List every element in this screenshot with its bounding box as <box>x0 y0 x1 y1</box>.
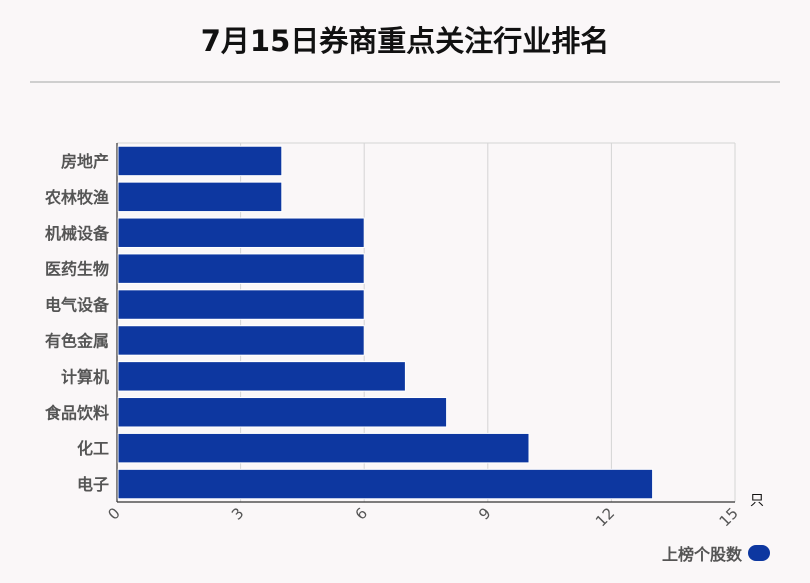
legend-label: 上榜个股数 <box>661 545 742 564</box>
x-tick-label: 12 <box>592 504 618 530</box>
title-divider <box>30 81 780 83</box>
bar[interactable] <box>117 253 365 284</box>
x-tick-label: 9 <box>475 504 494 523</box>
bar[interactable] <box>117 361 406 392</box>
category-label: 电子 <box>77 475 109 494</box>
legend[interactable]: 上榜个股数 <box>662 541 770 565</box>
bar[interactable] <box>117 217 365 248</box>
x-tick-label: 15 <box>716 504 742 530</box>
category-label: 化工 <box>77 439 109 458</box>
bar[interactable] <box>117 432 530 464</box>
category-label: 医药生物 <box>45 260 109 279</box>
bar[interactable] <box>117 468 654 500</box>
x-tick-label: 0 <box>104 504 123 523</box>
category-label: 电气设备 <box>45 296 110 315</box>
chart-title: 7月15日券商重点关注行业排名 <box>200 24 610 58</box>
x-tick-labels: 0 3 6 9 12 15 <box>104 504 741 530</box>
bar[interactable] <box>117 181 283 213</box>
bar[interactable] <box>117 397 448 428</box>
category-label: 计算机 <box>61 367 109 386</box>
bar[interactable] <box>117 145 283 177</box>
x-tick-label: 6 <box>352 504 371 523</box>
category-label: 房地产 <box>61 152 109 171</box>
bars <box>117 145 654 500</box>
category-label: 机械设备 <box>45 224 110 243</box>
category-label: 有色金属 <box>45 331 109 350</box>
x-axis-unit: 只 <box>750 493 764 509</box>
category-label: 食品饮料 <box>44 403 109 422</box>
category-label: 农林牧渔 <box>44 188 109 207</box>
bar[interactable] <box>117 325 365 356</box>
x-tick-label: 3 <box>228 504 247 523</box>
legend-swatch <box>748 545 770 561</box>
bar[interactable] <box>117 289 365 320</box>
